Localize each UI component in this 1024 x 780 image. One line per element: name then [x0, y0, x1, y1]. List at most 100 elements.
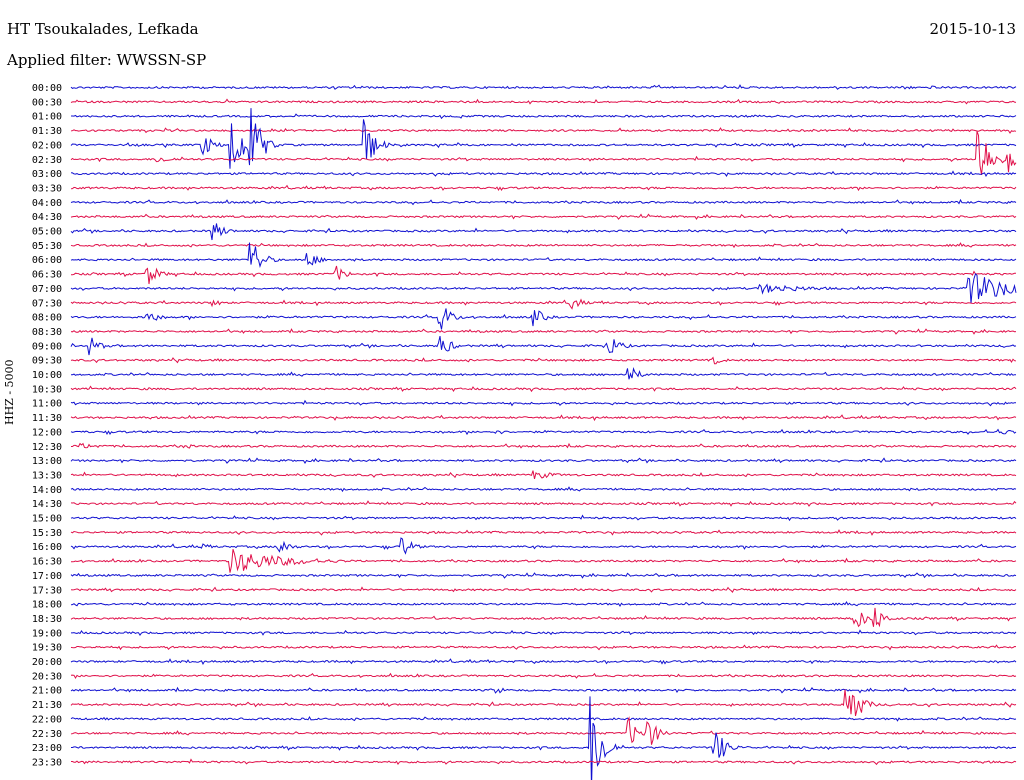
time-tick-label: 14:00 [32, 485, 62, 496]
time-tick-label: 07:30 [32, 298, 62, 309]
trace-line [70, 298, 1017, 310]
time-tick-label: 09:00 [32, 341, 62, 352]
time-tick-label: 09:30 [32, 356, 62, 367]
time-tick-label: 05:30 [32, 241, 62, 252]
trace-line [70, 529, 1017, 536]
trace-line [70, 356, 1017, 365]
time-tick-label: 06:30 [32, 270, 62, 281]
trace-line [70, 272, 1017, 304]
trace-line [71, 629, 1017, 636]
trace-line [70, 308, 1017, 330]
trace-line [71, 442, 1017, 449]
time-tick-label: 03:30 [32, 183, 62, 194]
trace-line [70, 131, 1017, 175]
time-tick-label: 18:00 [32, 600, 62, 611]
trace-line [70, 716, 1017, 745]
trace-line [70, 586, 1017, 593]
time-tick-label: 02:30 [32, 155, 62, 166]
trace-line [70, 514, 1017, 522]
trace-line [70, 572, 1017, 579]
time-tick-label: 01:30 [32, 126, 62, 137]
time-tick-label: 15:00 [32, 514, 62, 525]
time-tick-label: 21:00 [32, 686, 62, 697]
trace-line [70, 335, 1017, 356]
trace-line [71, 549, 1017, 573]
trace-line [70, 689, 1017, 717]
trace-line [70, 537, 1017, 555]
trace-line [70, 428, 1017, 436]
trace-line [70, 170, 1017, 178]
time-tick-label: 13:30 [32, 470, 62, 481]
trace-line [70, 385, 1017, 393]
trace-line [70, 223, 1017, 241]
trace-line [71, 758, 1017, 766]
trace-line [70, 213, 1017, 220]
trace-line [70, 242, 1017, 249]
trace-line [70, 98, 1017, 105]
chart-date: 2015-10-13 [929, 20, 1016, 38]
time-tick-label: 14:30 [32, 499, 62, 510]
trace-line [70, 607, 1017, 628]
trace-line [70, 108, 1017, 169]
trace-line [70, 601, 1017, 607]
time-tick-label: 16:00 [32, 542, 62, 553]
time-tick-label: 11:30 [32, 413, 62, 424]
trace-line [70, 715, 1017, 722]
time-tick-label: 10:00 [32, 370, 62, 381]
time-tick-label: 06:00 [32, 255, 62, 266]
time-tick-label: 08:30 [32, 327, 62, 338]
time-tick-label: 04:00 [32, 198, 62, 209]
time-tick-label: 22:00 [32, 714, 62, 725]
time-tick-label: 17:30 [32, 585, 62, 596]
time-tick-label: 05:00 [32, 227, 62, 238]
filter-label: Applied filter: WWSSN-SP [7, 51, 207, 69]
trace-line [70, 644, 1017, 651]
trace-line [71, 113, 1017, 120]
trace-group [70, 84, 1017, 780]
trace-line [70, 470, 1017, 480]
station-title: HT Tsoukalades, Lefkada [7, 20, 199, 38]
trace-line [70, 127, 1017, 134]
time-tick-label: 16:30 [32, 557, 62, 568]
trace-line [70, 686, 1017, 694]
time-tick-label: 02:00 [32, 140, 62, 151]
time-tick-label: 23:00 [32, 743, 62, 754]
trace-line [70, 672, 1017, 680]
trace-line [70, 84, 1017, 90]
trace-line [71, 696, 1017, 780]
time-tick-label: 07:00 [32, 284, 62, 295]
trace-line [70, 414, 1017, 422]
time-tick-label: 03:00 [32, 169, 62, 180]
trace-line [70, 328, 1017, 335]
time-tick-label: 10:30 [32, 384, 62, 395]
time-tick-label: 04:30 [32, 212, 62, 223]
trace-line [71, 367, 1016, 380]
trace-line [70, 457, 1017, 464]
trace-line [70, 242, 1017, 268]
trace-line [70, 265, 1016, 285]
time-tick-label: 23:30 [32, 757, 62, 768]
time-tick-label: 20:30 [32, 671, 62, 682]
time-tick-label: 19:30 [32, 643, 62, 654]
time-tick-label: 00:30 [32, 97, 62, 108]
time-tick-label: 15:30 [32, 528, 62, 539]
trace-line [70, 184, 1017, 192]
trace-line [70, 399, 1017, 407]
time-tick-label: 08:00 [32, 313, 62, 324]
trace-line [70, 658, 1017, 665]
time-tick-labels: 00:00 00:30 01:00 01:30 02:00 02:30 03:00 03:30… [32, 83, 62, 768]
time-tick-label: 12:00 [32, 427, 62, 438]
time-tick-label: 19:00 [32, 628, 62, 639]
time-tick-label: 21:30 [32, 700, 62, 711]
time-tick-label: 00:00 [32, 83, 62, 94]
time-tick-label: 18:30 [32, 614, 62, 625]
trace-line [70, 198, 1017, 206]
trace-line [70, 486, 1017, 493]
time-tick-label: 20:00 [32, 657, 62, 668]
time-tick-label: 13:00 [32, 456, 62, 467]
time-tick-label: 17:00 [32, 571, 62, 582]
time-tick-label: 22:30 [32, 729, 62, 740]
time-tick-label: 11:00 [32, 399, 62, 410]
trace-line [70, 500, 1017, 507]
